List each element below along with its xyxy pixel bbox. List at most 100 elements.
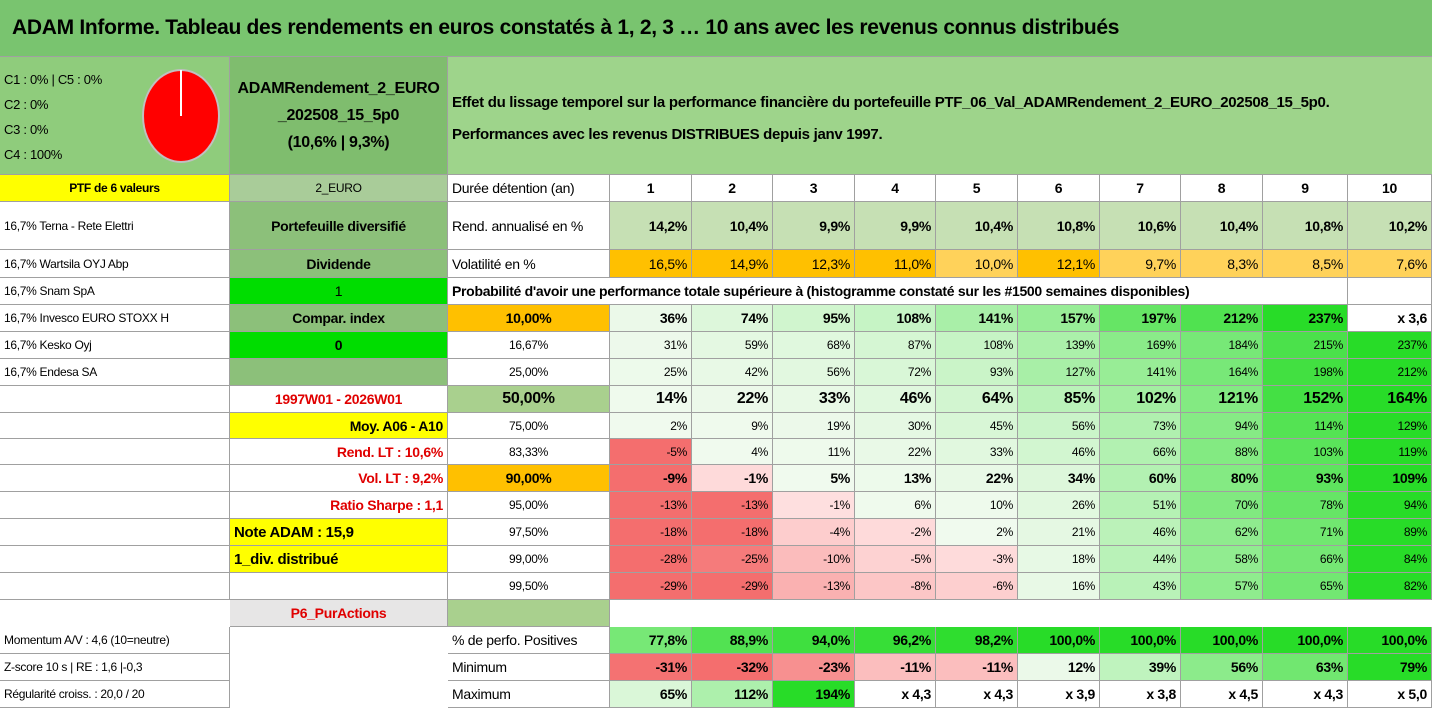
value-cell: x 3,6 [1348,305,1432,332]
value-cell: 12% [1018,654,1100,681]
value-cell: 184% [1181,332,1263,359]
row-tag: Vol. LT : 9,2% [230,465,448,492]
row-header: 75,00% [448,413,610,439]
value-cell: 141% [936,305,1018,332]
value-cell: 63% [1263,654,1348,681]
value-cell: 7 [1100,175,1181,202]
row-label [0,519,230,546]
value-cell: -28% [610,546,692,573]
value-cell: 141% [1100,359,1181,386]
row-label: 16,7% Wartsila OYJ Abp [0,250,230,278]
value-cell: 66% [1100,439,1181,465]
value-cell: x 4,5 [1181,681,1263,708]
value-cell: 108% [855,305,936,332]
row-label [0,573,230,600]
row-header: Minimum [448,654,610,681]
value-cell: 64% [936,386,1018,413]
row-tag: 1_div. distribué [230,546,448,573]
value-cell: 87% [855,332,936,359]
title: ADAM Informe. Tableau des rendements en … [12,16,1120,39]
row-tag: 1 [230,278,448,305]
value-cell: 56% [1018,413,1100,439]
row-label [0,465,230,492]
value-cell: 5% [773,465,855,492]
value-cell: 77,8% [610,627,692,654]
value-cell: 46% [855,386,936,413]
value-cell: -2% [855,519,936,546]
value-cell: -3% [936,546,1018,573]
value-cell: 14,9% [692,250,773,278]
value-cell: 46% [1018,439,1100,465]
value-cell: 11% [773,439,855,465]
value-cell: 9,9% [773,202,855,250]
row-header: Maximum [448,681,610,708]
value-cell: 25% [610,359,692,386]
row-tag: 1997W01 - 2026W01 [230,386,448,413]
row-label: Régularité croiss. : 20,0 / 20 [0,681,230,708]
value-cell: 88,9% [692,627,773,654]
value-cell: 100,0% [1100,627,1181,654]
value-cell: 102% [1100,386,1181,413]
value-cell: 212% [1348,359,1432,386]
value-cell: 10% [936,492,1018,519]
value-cell: 7,6% [1348,250,1432,278]
value-cell: 10,0% [936,250,1018,278]
value-cell: 129% [1348,413,1432,439]
value-cell: 100,0% [1263,627,1348,654]
value-cell: 198% [1263,359,1348,386]
value-cell: -10% [773,546,855,573]
row-header: Volatilité en % [448,250,610,278]
value-cell: 197% [1100,305,1181,332]
blank [448,600,610,627]
row-tag: Rend. LT : 10,6% [230,439,448,465]
title-band: ADAM Informe. Tableau des rendements en … [0,0,1432,57]
value-cell: 62% [1181,519,1263,546]
value-cell: 169% [1100,332,1181,359]
value-cell: 212% [1181,305,1263,332]
value-cell: -6% [936,573,1018,600]
value-cell: 93% [936,359,1018,386]
value-cell: 1 [610,175,692,202]
row-tag: 2_EURO [230,175,448,202]
value-cell: 103% [1263,439,1348,465]
value-cell: 164% [1348,386,1432,413]
value-cell: 9 [1263,175,1348,202]
row-label: 16,7% Snam SpA [0,278,230,305]
value-cell: 30% [855,413,936,439]
value-cell: 71% [1263,519,1348,546]
description-line: Performances avec les revenus DISTRIBUES… [452,126,883,143]
value-cell: 4% [692,439,773,465]
row-tag: Compar. index [230,305,448,332]
value-cell: 33% [936,439,1018,465]
row-label [0,546,230,573]
value-cell: 8,3% [1181,250,1263,278]
value-cell: 72% [855,359,936,386]
description-line: Effet du lissage temporel sur la perform… [452,94,1330,111]
value-cell: 2 [692,175,773,202]
value-cell: 14% [610,386,692,413]
value-cell: -29% [610,573,692,600]
value-cell: 9,9% [855,202,936,250]
value-cell: 26% [1018,492,1100,519]
row-label [0,492,230,519]
row-header: 90,00% [448,465,610,492]
value-cell: 59% [692,332,773,359]
row-header: 50,00% [448,386,610,413]
value-cell: 60% [1100,465,1181,492]
value-cell: 44% [1100,546,1181,573]
legend: C1 : 0% | C5 : 0% C2 : 0% C3 : 0% C4 : 100% [4,67,102,167]
value-cell: 121% [1181,386,1263,413]
value-cell: 95% [773,305,855,332]
value-cell: -13% [692,492,773,519]
value-cell: -5% [610,439,692,465]
value-cell: 6 [1018,175,1100,202]
value-cell: 194% [773,681,855,708]
value-cell: 9% [692,413,773,439]
value-cell: 10,6% [1100,202,1181,250]
row-tag: Ratio Sharpe : 1,1 [230,492,448,519]
legend-block: C1 : 0% | C5 : 0% C2 : 0% C3 : 0% C4 : 100% [0,57,230,175]
row-tag: Moy. A06 - A10 [230,413,448,439]
value-cell: 10,4% [936,202,1018,250]
value-cell: 6% [855,492,936,519]
